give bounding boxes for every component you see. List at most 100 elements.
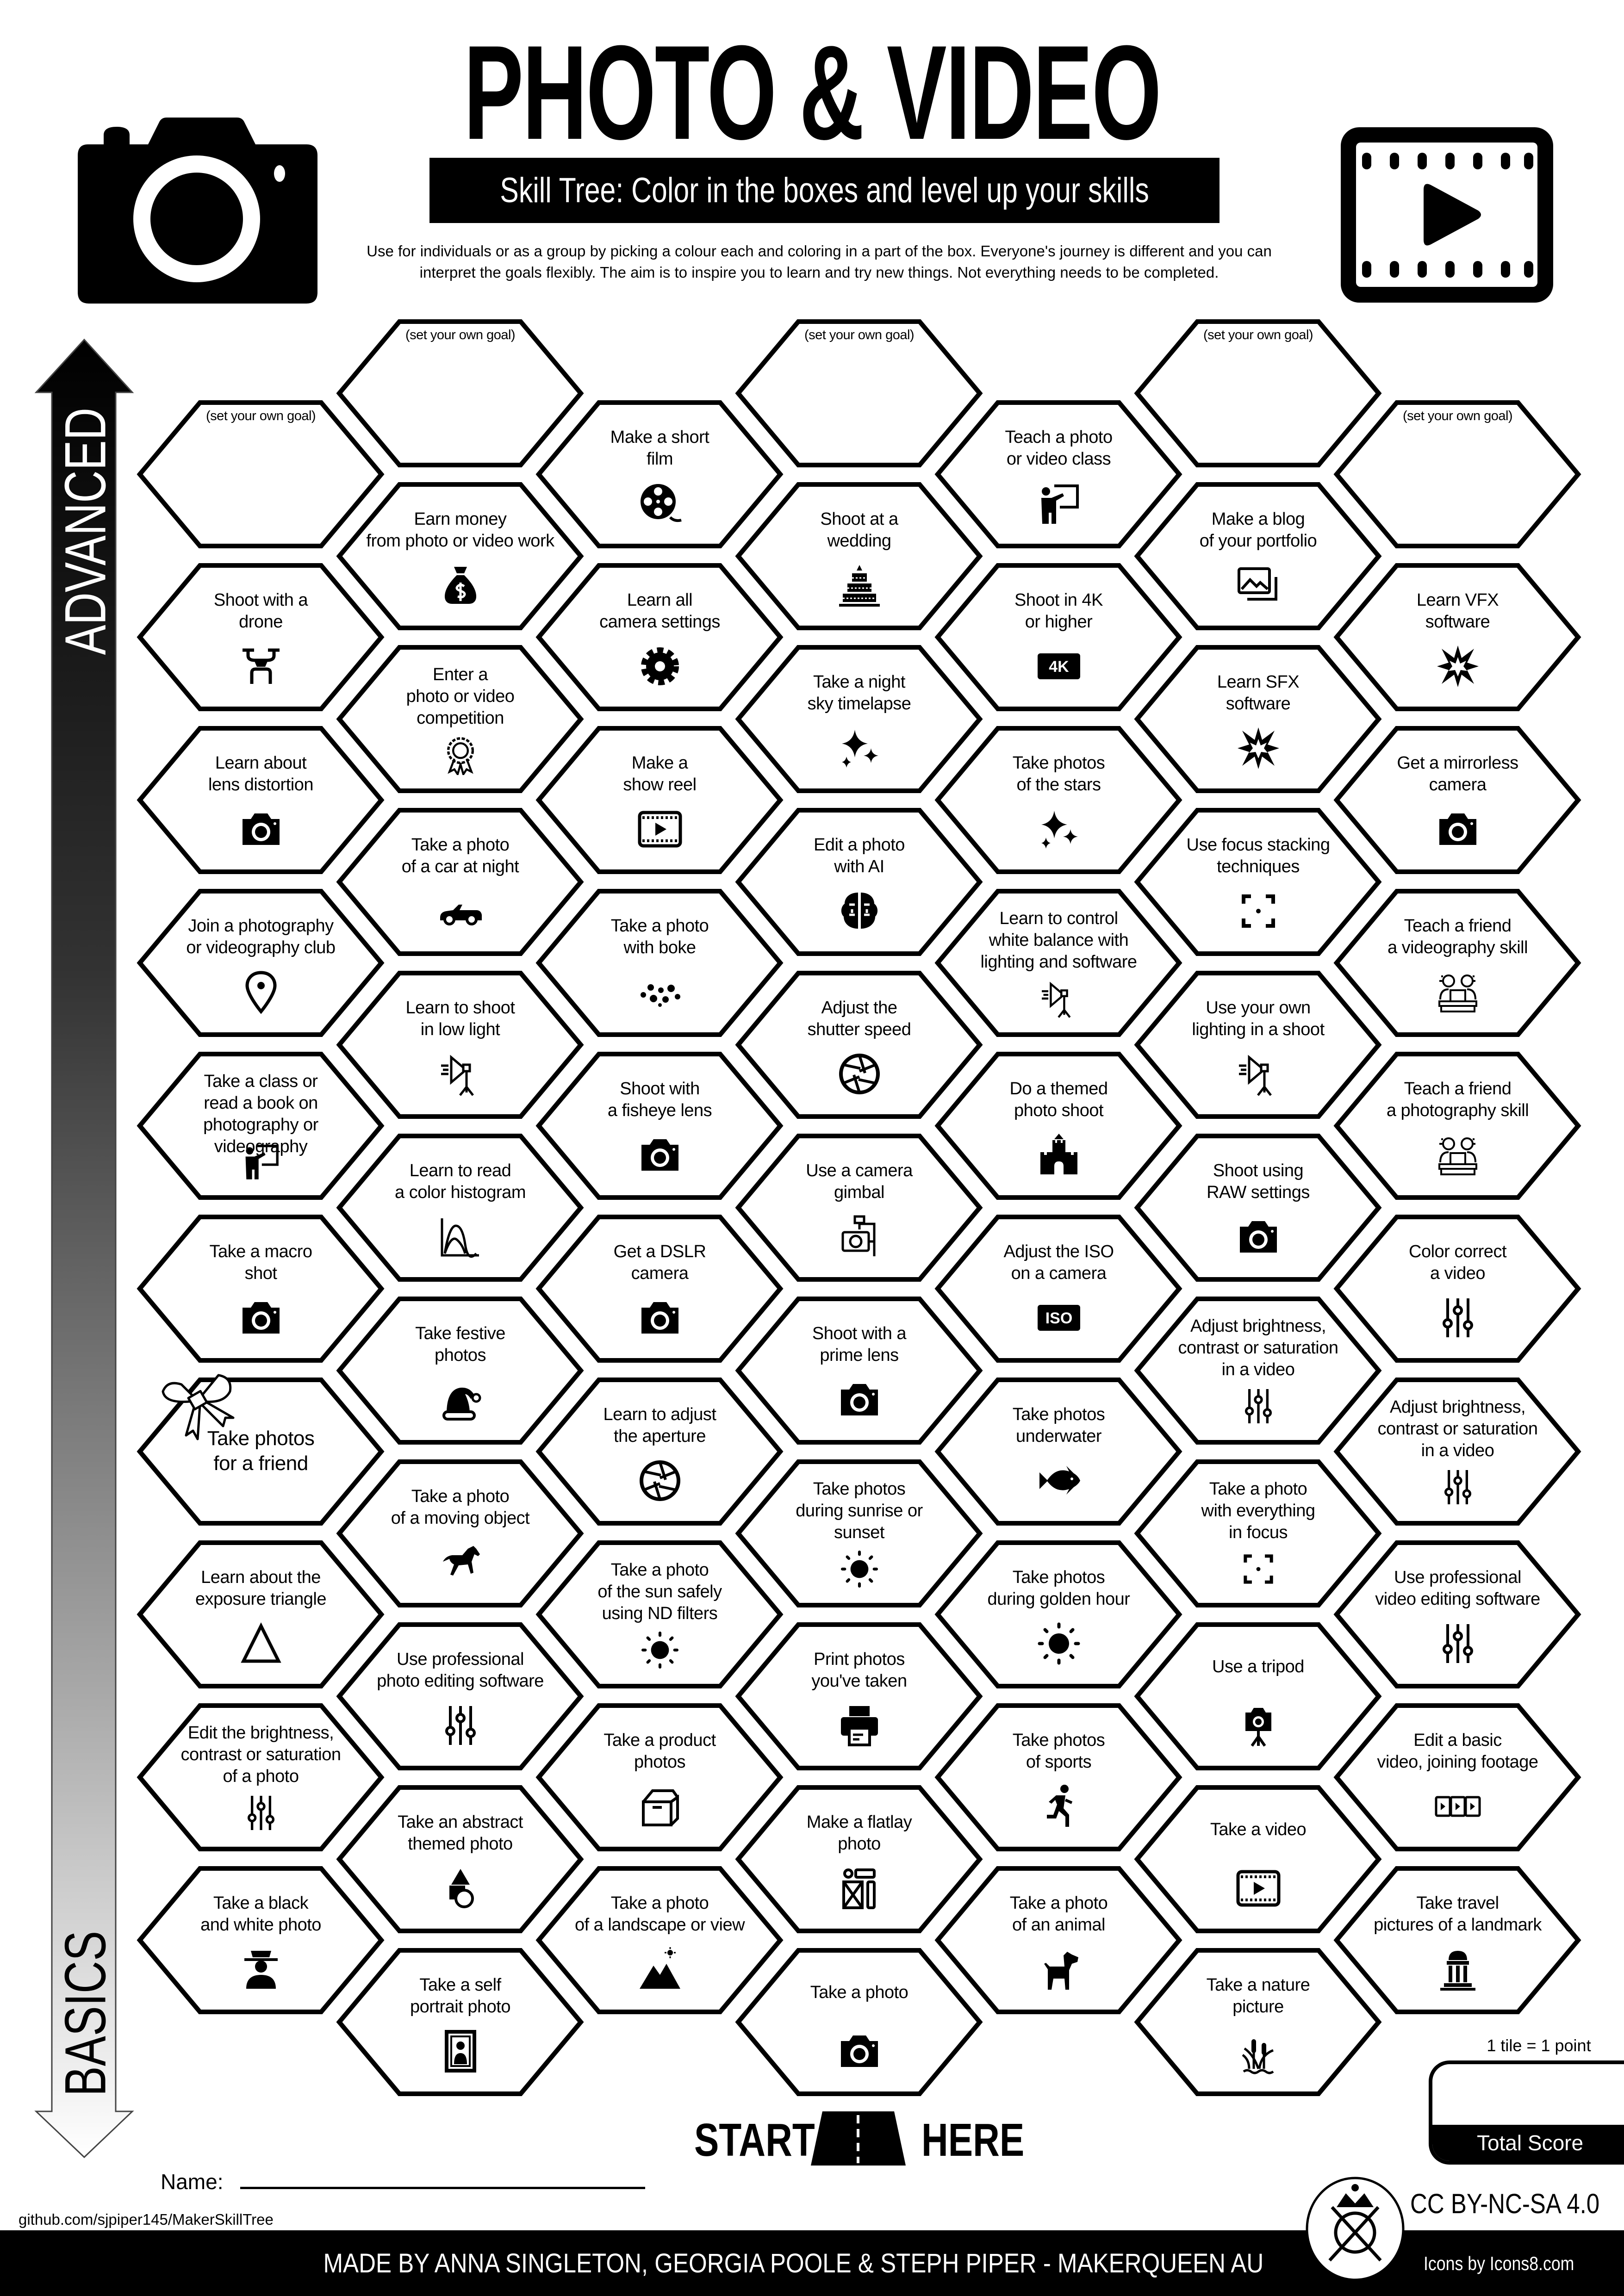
hex-tile-outline xyxy=(336,971,584,1119)
skill-label: Learn to shoot in low light xyxy=(405,998,515,1039)
skill-label: Take photos during golden hour xyxy=(987,1568,1130,1609)
skill-label: Take festive photos xyxy=(415,1324,505,1365)
pin-icon xyxy=(238,969,284,1015)
hex-tile-outline xyxy=(336,482,584,630)
skill-label: Shoot in 4K or higher xyxy=(1014,590,1103,632)
skill-label: Edit a basic video, joining footage xyxy=(1377,1731,1538,1772)
total-score-box[interactable]: Total Score xyxy=(1429,2060,1624,2165)
hex-tile-outline xyxy=(1333,889,1581,1037)
skill-label: Get a mirrorless camera xyxy=(1397,753,1518,794)
license-text: CC BY-NC-SA 4.0 xyxy=(1410,2188,1600,2219)
rosette-icon xyxy=(440,734,481,775)
hex-tile-outline xyxy=(535,1540,784,1688)
histogram-icon xyxy=(437,1214,484,1260)
skill-tile: Shoot with a prime lens xyxy=(738,1299,980,1443)
hex-tile-outline xyxy=(1333,1215,1581,1363)
hex-tile-outline xyxy=(336,645,584,793)
skill-tile: Shoot using RAW settings xyxy=(1137,1136,1379,1280)
hex-tile-outline xyxy=(137,1540,385,1688)
skill-tile: Take photos of sports xyxy=(938,1706,1180,1849)
gear-icon xyxy=(637,643,683,689)
hex-tile-outline xyxy=(336,1134,584,1282)
skill-tile: Take photos during sunrise or sunset xyxy=(738,1462,980,1606)
hex-tile-outline xyxy=(1333,1703,1581,1851)
hex-tile-outline xyxy=(535,1215,784,1363)
hex-tile-outline xyxy=(934,1378,1182,1526)
hex-tile-outline xyxy=(336,1622,584,1770)
skill-label: Learn VFX software xyxy=(1416,590,1499,632)
runner-icon xyxy=(1036,1783,1082,1830)
skill-label: Take a product photos xyxy=(604,1731,716,1772)
hex-tile-outline xyxy=(735,482,983,630)
hex-tile-outline xyxy=(735,1622,983,1770)
flatlay-icon xyxy=(836,1865,883,1911)
skill-tile: Take a self portrait photo xyxy=(339,1950,581,2094)
skill-label: Earn money from photo or video work xyxy=(366,509,554,551)
hex-tile-outline xyxy=(1134,1948,1382,2096)
hex-tile-outline xyxy=(535,889,784,1037)
hex-tile-outline xyxy=(735,1134,983,1282)
skill-label: (set your own goal) xyxy=(1203,328,1313,342)
skill-label: Teach a photo or video class xyxy=(1005,428,1113,469)
camera-icon xyxy=(836,2028,883,2074)
badge-text: 4K xyxy=(1049,658,1069,676)
hex-tile-outline xyxy=(1134,319,1382,467)
hex-tile-outline xyxy=(336,1459,584,1607)
skill-tile: Make a blog of your portfolio xyxy=(1137,484,1379,628)
skill-label: Take a photo of a car at night xyxy=(401,835,519,876)
hex-tile-outline xyxy=(137,889,385,1037)
name-field-line[interactable] xyxy=(240,2187,645,2189)
gift-bow-icon xyxy=(162,1374,235,1440)
camera-icon xyxy=(1435,806,1481,852)
skill-label: Use a tripod xyxy=(1212,1657,1304,1676)
skill-tile: Edit the brightness, contrast or saturat… xyxy=(140,1706,382,1849)
bokeh-icon xyxy=(637,969,683,1015)
skill-label: Shoot with a prime lens xyxy=(812,1324,907,1365)
skill-tile: Take a class or read a book on photograp… xyxy=(140,1054,382,1198)
drone-icon xyxy=(238,643,284,689)
hex-tile-outline xyxy=(1134,1134,1382,1282)
horse-icon xyxy=(437,1539,484,1586)
hex-tile-outline xyxy=(934,1215,1182,1363)
hex-tile-outline xyxy=(535,1378,784,1526)
hex-tile-outline xyxy=(535,726,784,874)
custom-goal-tile: (set your own goal) xyxy=(140,403,382,546)
hex-tile-outline xyxy=(137,1215,385,1363)
hex-tile-outline xyxy=(137,1866,385,2014)
skill-tile: Edit a basic video, joining footage xyxy=(1337,1706,1579,1849)
skill-tile: Adjust brightness, contrast or saturatio… xyxy=(1337,1380,1579,1524)
skill-label: (set your own goal) xyxy=(1402,409,1513,423)
hex-tile-outline xyxy=(137,726,385,874)
aperture-icon xyxy=(637,1458,683,1504)
credits: MADE BY ANNA SINGLETON, GEORGIA POOLE & … xyxy=(259,2248,1324,2279)
skill-label: Take photos during sunrise or sunset xyxy=(796,1479,923,1542)
skill-label: Adjust the ISO on a camera xyxy=(1003,1242,1114,1283)
film-reel-icon xyxy=(637,480,683,527)
printer-icon xyxy=(836,1702,883,1749)
skill-label: Take a self portrait photo xyxy=(410,1975,510,2017)
hex-tile-outline xyxy=(535,400,784,548)
camera-icon xyxy=(238,1295,284,1341)
triangle-icon xyxy=(238,1620,284,1667)
skill-label: Shoot with a drone xyxy=(213,590,308,632)
hex-tile-outline xyxy=(735,645,983,793)
skill-tile: Take a nature picture xyxy=(1137,1950,1379,2094)
skill-label: Edit the brightness, contrast or saturat… xyxy=(180,1723,341,1786)
skill-tile: Adjust the shutter speed xyxy=(738,973,980,1117)
custom-goal-tile: (set your own goal) xyxy=(339,322,581,465)
icons-credit[interactable]: Icons by Icons8.com xyxy=(1424,2253,1601,2275)
tile-point-note: 1 tile = 1 point xyxy=(1487,2036,1591,2055)
hex-tile-outline xyxy=(1134,1622,1382,1770)
skill-label: Learn to read a color histogram xyxy=(395,1161,526,1202)
skill-label: (set your own goal) xyxy=(405,328,516,342)
hex-tile-outline xyxy=(735,1459,983,1607)
here-label: HERE xyxy=(921,2114,1025,2166)
github-link[interactable]: github.com/sjpiper145/MakerSkillTree xyxy=(19,2211,274,2228)
santa-hat-icon xyxy=(437,1377,484,1423)
studio-light-icon xyxy=(1235,1051,1282,1097)
skill-tile: Take a video xyxy=(1137,1787,1379,1931)
badge-text: ISO xyxy=(1045,1309,1072,1327)
description-line: Use for individuals or as a group by pic… xyxy=(367,242,1272,260)
sun-icon xyxy=(640,1630,680,1670)
skill-tile: Make a short film xyxy=(539,403,781,546)
